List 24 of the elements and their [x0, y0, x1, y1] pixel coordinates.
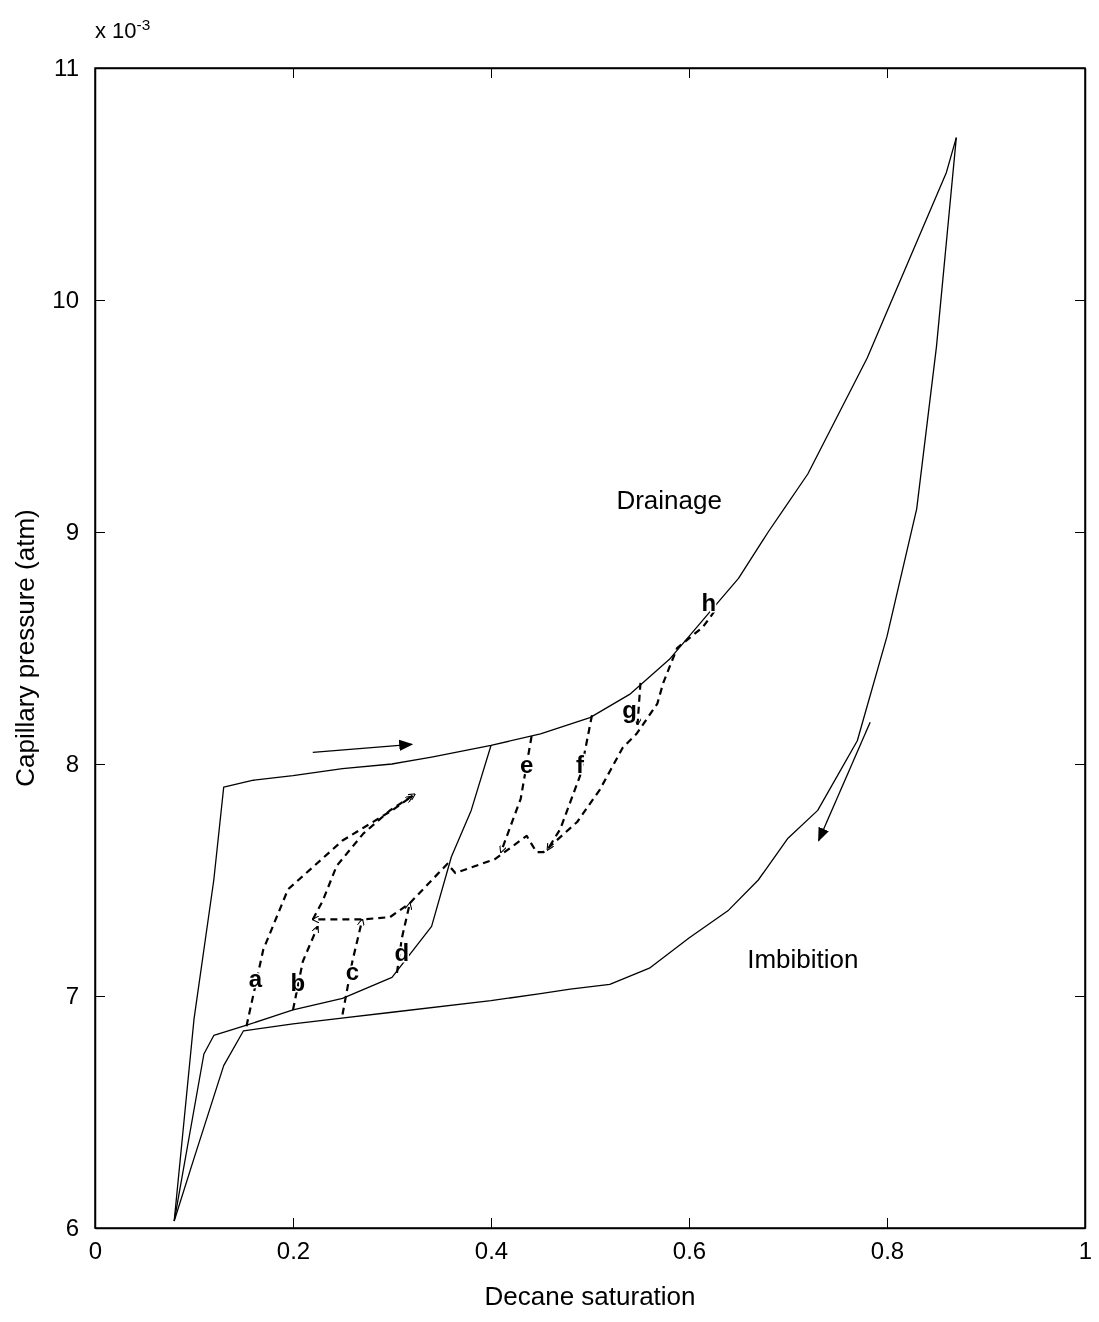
- x-tick-label: 0: [88, 1237, 103, 1265]
- text: x 10$^{-3}$: [95, 15, 151, 43]
- x-tick-label: 0.8: [870, 1237, 905, 1265]
- x-tick-label: 1: [1078, 1237, 1093, 1265]
- y-tick-label: 8: [65, 750, 79, 778]
- annotation: a: [248, 964, 263, 992]
- x-tick-label: 0.2: [276, 1237, 311, 1265]
- annotation: e: [519, 751, 534, 779]
- x-axis-title: Decane saturation: [484, 1281, 696, 1311]
- annotation: Drainage: [616, 484, 722, 515]
- annotation: g: [622, 695, 637, 723]
- y-tick-label: 6: [65, 1214, 79, 1242]
- x-tick-label: 0.6: [672, 1237, 707, 1265]
- annotation: h: [701, 588, 717, 616]
- annotation: Imbibition: [747, 944, 859, 975]
- x-tick-label: 0.4: [474, 1237, 509, 1265]
- y-tick-label: 10: [52, 286, 79, 314]
- annotation: b: [290, 969, 306, 997]
- annotation: f: [576, 751, 586, 779]
- y-axis-title: Capillary pressure (atm): [10, 509, 40, 787]
- annotation: d: [394, 939, 410, 967]
- y-tick-label: 7: [65, 982, 79, 1010]
- y-tick-label: 11: [54, 54, 79, 82]
- y-tick-label: 9: [65, 518, 79, 546]
